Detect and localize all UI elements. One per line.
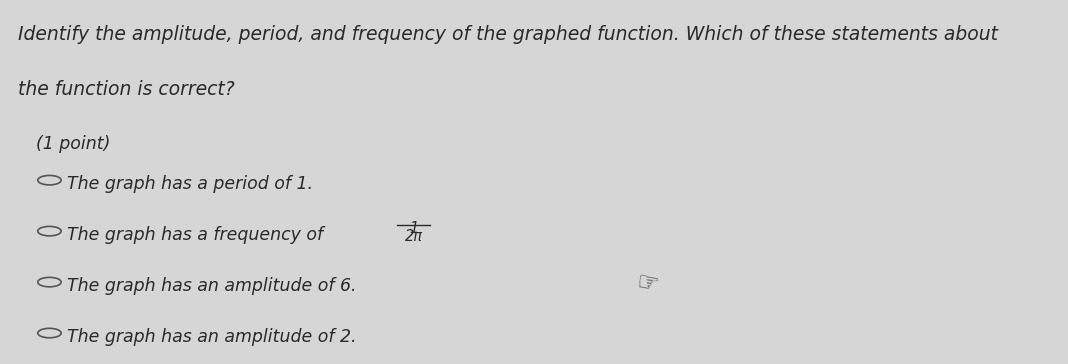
Text: The graph has an amplitude of 2.: The graph has an amplitude of 2. — [67, 328, 357, 345]
Text: 1: 1 — [409, 221, 419, 236]
Text: ☞: ☞ — [634, 270, 660, 298]
Text: 2π: 2π — [405, 229, 423, 244]
Text: Identify the amplitude, period, and frequency of the graphed function. Which of : Identify the amplitude, period, and freq… — [18, 25, 998, 44]
Text: (1 point): (1 point) — [36, 135, 110, 153]
Text: the function is correct?: the function is correct? — [18, 80, 235, 99]
Text: The graph has an amplitude of 6.: The graph has an amplitude of 6. — [67, 277, 357, 294]
Text: The graph has a period of 1.: The graph has a period of 1. — [67, 175, 313, 193]
Text: The graph has a frequency of: The graph has a frequency of — [67, 226, 329, 244]
